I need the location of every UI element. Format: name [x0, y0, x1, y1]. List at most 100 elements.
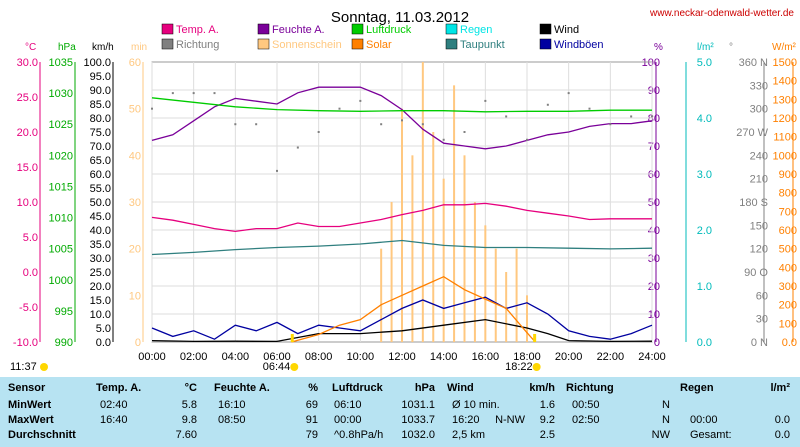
sunshine-bar — [432, 132, 435, 342]
sunshine-bar — [453, 85, 456, 342]
legend-label: Richtung — [176, 39, 219, 51]
wind-tick-label: 65.0 — [90, 155, 111, 167]
wind-tick-label: 40.0 — [90, 225, 111, 237]
wind-tick-label: 80.0 — [90, 113, 111, 125]
chart-legend: Temp. A. Feuchte A. Luftdruck Regen Wind Rich… — [161, 23, 604, 51]
direction-tick-label: 0 N — [751, 337, 768, 349]
humidity-tick-label: 100 — [642, 57, 660, 69]
temp-tick-label: 5.0 — [23, 232, 38, 244]
moonrise-label: 11:37 — [10, 361, 37, 373]
rain-tick-label: 5.0 — [697, 57, 712, 69]
legend-swatch — [257, 23, 270, 35]
pressure-tick-label: 1020 — [49, 150, 73, 162]
pressure-value: 1032.0 — [401, 429, 435, 441]
pressure-value: 1031.1 — [401, 399, 435, 411]
direction-tick-label: 240 — [750, 150, 768, 162]
legend-label: Regen — [460, 24, 492, 36]
temp-tick-label: 10.0 — [17, 197, 38, 209]
direction-tick-label: 210 — [750, 174, 768, 186]
humidity-tick-label: 80 — [648, 113, 660, 125]
solar-tick-label: 900 — [779, 169, 797, 181]
rain-time: 00:00 — [690, 414, 718, 426]
time-tick-label: 22:00 — [597, 351, 625, 363]
chart-title: Sonntag, 11.03.2012 — [331, 9, 469, 26]
site-url: www.neckar-odenwald-wetter.de — [649, 8, 794, 19]
series-line-feuchte-a- — [151, 86, 653, 150]
wind-time: 16:20 — [452, 414, 480, 426]
minutes-tick-label: 40 — [129, 150, 141, 162]
time-tick-label: 16:00 — [472, 351, 500, 363]
header-wind: Wind — [447, 382, 474, 394]
series-line-luftdruck — [151, 97, 652, 113]
pressure-tick-label: 1035 — [49, 57, 73, 69]
rain-time: Gesamt: — [690, 429, 732, 441]
temp-tick-label: 30.0 — [17, 57, 38, 69]
direction-value: NW — [651, 429, 670, 441]
direction-time: 00:50 — [572, 399, 600, 411]
direction-tick-label: 330 — [750, 80, 768, 92]
time-tick-label: 10:00 — [347, 351, 375, 363]
legend-label: Temp. A. — [176, 24, 219, 36]
wind-tick-label: 15.0 — [90, 295, 111, 307]
time-tick-label: 08:00 — [305, 351, 333, 363]
direction-tick-label: 120 — [750, 244, 768, 256]
pressure-time: ^0.8hPa/h — [334, 429, 384, 441]
humidity-time: 16:10 — [218, 399, 246, 411]
series-line-wind — [151, 318, 653, 343]
direction-tick-label: 90 O — [744, 267, 768, 279]
time-tick-label: 04:00 — [222, 351, 250, 363]
wind-direction: N-NW — [495, 414, 525, 426]
direction-point — [317, 131, 320, 133]
sunshine-bar — [442, 178, 445, 342]
wind-value: 9.2 — [539, 414, 555, 426]
direction-tick-label: 270 W — [736, 127, 768, 139]
minutes-axis-unit: min — [131, 42, 147, 53]
wind-tick-label: 75.0 — [90, 127, 111, 139]
sunshine-bar — [401, 108, 403, 343]
wind-time: 2,5 km — [452, 429, 486, 441]
series-line-taupunkt — [151, 239, 653, 256]
wind-value: 2.5 — [539, 429, 555, 441]
time-tick-label: 14:00 — [430, 351, 458, 363]
wind-axis-unit: km/h — [92, 42, 114, 53]
legend-swatch — [445, 38, 458, 50]
solar-tick-label: 1100 — [773, 132, 797, 144]
rain-value: 0.0 — [774, 414, 790, 426]
sunshine-bar — [380, 248, 383, 342]
header-pressure: Luftdruck — [332, 382, 383, 394]
solar-tick-label: 200 — [779, 300, 797, 312]
row-label: MaxWert — [8, 414, 54, 426]
legend-swatch — [161, 23, 174, 35]
solar-tick-label: 400 — [779, 262, 797, 274]
pressure-tick-label: 995 — [55, 306, 73, 318]
direction-point — [255, 123, 258, 126]
weather-chart: Sonntag, 11.03.2012 www.neckar-odenwald-… — [10, 8, 797, 373]
solar-tick-label: 800 — [779, 188, 797, 200]
sunshine-bar — [505, 272, 508, 342]
sunshine-bar — [421, 62, 424, 342]
sunset-label: 18:22 — [505, 361, 533, 373]
minutes-tick-label: 50 — [129, 104, 141, 116]
direction-value: N — [662, 414, 670, 426]
temp-time: 16:40 — [100, 414, 128, 426]
solar-axis-unit: W/m² — [772, 42, 797, 53]
legend-label: Taupunkt — [460, 39, 505, 51]
header-wind-unit: km/h — [529, 382, 555, 394]
direction-point — [463, 131, 466, 133]
wind-tick-label: 100.0 — [83, 57, 111, 69]
pressure-tick-label: 1005 — [49, 244, 73, 256]
pressure-tick-label: 1025 — [49, 119, 73, 131]
direction-tick-label: 150 — [750, 220, 768, 232]
wind-tick-label: 95.0 — [90, 71, 111, 83]
humidity-tick-label: 30 — [648, 253, 660, 265]
sunshine-bar — [526, 295, 528, 342]
solar-tick-label: 600 — [779, 225, 797, 237]
solar-tick-label: 0.0 — [782, 337, 797, 349]
direction-point — [192, 92, 195, 95]
pressure-value: 1033.7 — [401, 414, 435, 426]
pressure-tick-label: 1030 — [49, 88, 73, 100]
legend-label: Wind — [554, 24, 579, 36]
wind-tick-label: 60.0 — [90, 169, 111, 181]
minutes-tick-label: 30 — [129, 197, 141, 209]
direction-point — [567, 92, 570, 95]
